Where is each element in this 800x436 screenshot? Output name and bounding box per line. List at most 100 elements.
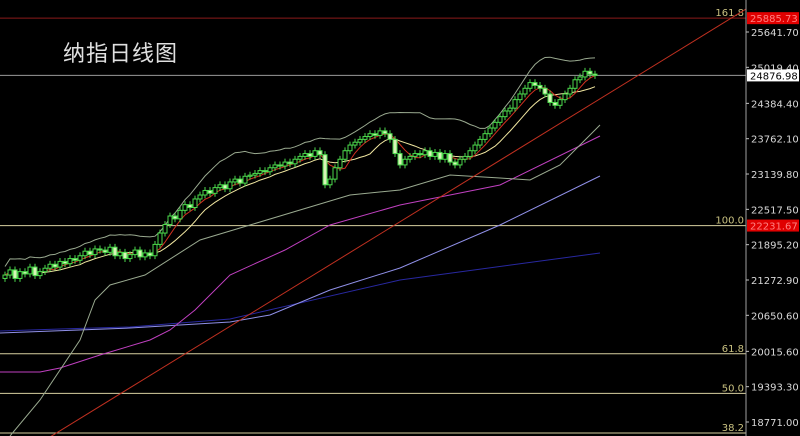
ma-slow-line bbox=[4, 86, 596, 276]
candle bbox=[177, 209, 183, 220]
candle bbox=[317, 150, 323, 156]
candle bbox=[362, 136, 368, 140]
candle bbox=[192, 198, 198, 208]
candle bbox=[67, 258, 73, 265]
y-tick-label: 25019.40 bbox=[751, 63, 799, 74]
candle bbox=[287, 161, 293, 165]
candle bbox=[297, 155, 303, 160]
y-tick-label: 23139.80 bbox=[751, 170, 799, 181]
candle bbox=[392, 138, 398, 155]
fib-price-badge-label: 25885.73 bbox=[750, 14, 798, 25]
candle bbox=[227, 181, 233, 190]
candle bbox=[567, 87, 573, 95]
candle bbox=[102, 249, 108, 253]
candle bbox=[47, 263, 53, 269]
y-tick-label: 18771.00 bbox=[751, 418, 799, 429]
y-tick-label: 23762.10 bbox=[751, 135, 799, 146]
candle bbox=[412, 153, 418, 157]
candle bbox=[322, 154, 328, 186]
candle bbox=[302, 153, 308, 157]
candle bbox=[432, 151, 438, 157]
candle bbox=[542, 87, 548, 95]
candle bbox=[577, 76, 583, 81]
candle bbox=[147, 252, 153, 257]
candle bbox=[367, 133, 373, 138]
candle bbox=[407, 155, 413, 160]
candle bbox=[442, 153, 448, 160]
candle bbox=[117, 251, 123, 257]
candle bbox=[257, 170, 263, 174]
candle bbox=[377, 130, 383, 136]
candle bbox=[467, 150, 473, 157]
ma_magenta-line bbox=[0, 135, 601, 373]
candle bbox=[172, 215, 178, 220]
candle bbox=[252, 172, 258, 176]
candle bbox=[82, 250, 88, 257]
candle bbox=[92, 248, 98, 256]
ma_lavender-line bbox=[0, 175, 601, 334]
fib-price-badge bbox=[747, 12, 799, 25]
candle bbox=[372, 133, 378, 136]
candle bbox=[127, 254, 133, 260]
candle bbox=[247, 174, 253, 177]
candle bbox=[272, 164, 278, 169]
y-tick-label: 21895.20 bbox=[751, 241, 799, 252]
candle bbox=[22, 271, 28, 275]
candle bbox=[42, 267, 48, 273]
candle bbox=[457, 158, 463, 166]
y-tick-label: 25641.70 bbox=[751, 28, 799, 39]
candle bbox=[267, 167, 273, 173]
upper-band-line bbox=[4, 56, 596, 267]
candle bbox=[212, 187, 218, 194]
candle bbox=[532, 82, 538, 86]
y-tick-label: 19393.30 bbox=[751, 383, 799, 394]
candle bbox=[37, 271, 43, 277]
candle bbox=[352, 141, 358, 146]
fib-level-label: 50.0 bbox=[722, 383, 744, 394]
candle bbox=[97, 248, 103, 251]
candle bbox=[132, 249, 138, 256]
candle bbox=[557, 99, 563, 106]
candle bbox=[437, 151, 443, 160]
candle bbox=[62, 260, 68, 265]
candle bbox=[282, 161, 288, 167]
ma_navy-line bbox=[0, 252, 601, 332]
y-tick-label: 22517.50 bbox=[751, 205, 799, 216]
candle bbox=[2, 274, 8, 279]
candle bbox=[452, 161, 458, 166]
candle bbox=[182, 204, 188, 211]
chart-title: 纳指日线图 bbox=[63, 42, 179, 67]
candle bbox=[447, 153, 453, 163]
candle bbox=[152, 243, 158, 257]
fib-level-label: 161.8 bbox=[715, 8, 744, 19]
candle bbox=[202, 189, 208, 196]
candle bbox=[232, 178, 238, 183]
current-price-badge bbox=[747, 69, 799, 82]
fib-price-badge-label: 22231.67 bbox=[750, 222, 798, 233]
candle bbox=[217, 184, 223, 189]
candle bbox=[357, 138, 363, 143]
fib-price-badge bbox=[747, 219, 799, 232]
candle bbox=[332, 167, 338, 180]
candle bbox=[242, 175, 248, 184]
current-price-label: 24876.98 bbox=[750, 71, 798, 82]
candle bbox=[292, 158, 298, 165]
candle bbox=[477, 138, 483, 146]
candle bbox=[582, 70, 588, 78]
candle bbox=[52, 263, 58, 268]
candle bbox=[262, 170, 268, 173]
candle bbox=[552, 101, 558, 106]
candle bbox=[87, 250, 93, 256]
candle bbox=[587, 70, 593, 75]
band-line bbox=[9, 124, 601, 436]
candle bbox=[417, 153, 423, 156]
y-tick-label: 20015.60 bbox=[751, 347, 799, 358]
candle bbox=[507, 107, 513, 112]
candle bbox=[207, 189, 213, 194]
y-tick-label: 20650.60 bbox=[751, 311, 799, 322]
candles bbox=[2, 67, 598, 282]
candle bbox=[547, 93, 553, 103]
candle bbox=[517, 93, 523, 101]
